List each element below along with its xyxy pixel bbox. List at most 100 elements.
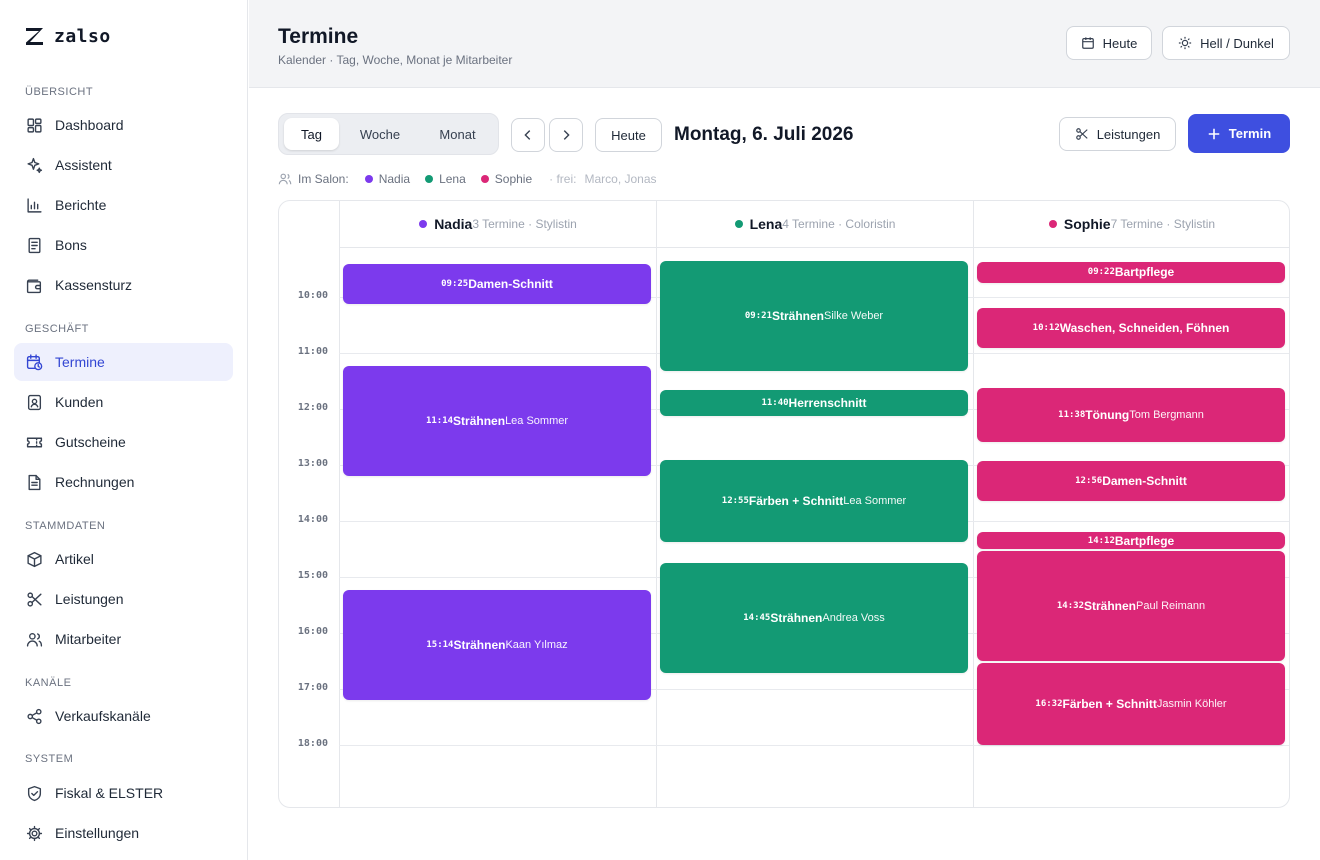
dashboard-icon <box>27 117 42 133</box>
hour-label: 13:00 <box>297 458 328 469</box>
calendar-grid: 09:0010:0011:0012:0013:0014:0015:0016:00… <box>279 249 1289 807</box>
appointment-client: Tom Bergmann <box>1129 409 1204 422</box>
sidebar: zalso ÜBERSICHT Dashboard Assistent Beri… <box>0 0 248 860</box>
legend-staff-lena: Lena <box>425 172 466 186</box>
services-button[interactable]: Leistungen <box>1059 117 1176 151</box>
header-today-button[interactable]: Heute <box>1066 26 1152 60</box>
gear-icon <box>26 825 43 841</box>
sidebar-item-kunden[interactable]: Kunden <box>14 383 233 421</box>
sidebar-item-leistungen[interactable]: Leistungen <box>14 580 233 618</box>
appointment-block[interactable]: 14:45 Strähnen Andrea Voss <box>660 563 968 673</box>
legend-staff-name: Sophie <box>494 172 533 186</box>
sidebar-item-fiskal-elster[interactable]: Fiskal & ELSTER <box>14 774 233 812</box>
appointment-client: Silke Weber <box>824 309 884 322</box>
view-tab-day[interactable]: Tag <box>284 118 339 150</box>
appointment-block[interactable]: 11:14 Strähnen Lea Sommer <box>343 366 651 477</box>
legend-staff-nadia: Nadia <box>364 172 411 186</box>
shield-check-icon <box>27 785 42 801</box>
next-day-button[interactable] <box>549 118 583 152</box>
appointment-service: Waschen, Schneiden, Föhnen <box>1059 321 1230 336</box>
sidebar-item-label: Fiskal & ELSTER <box>55 785 164 801</box>
staff-meta: 4 Termine · Coloristin <box>782 217 896 231</box>
appointment-block[interactable]: 09:25 Damen-Schnitt <box>343 264 651 305</box>
view-tab-week[interactable]: Woche <box>359 126 401 142</box>
sidebar-section-label: SYSTEM <box>25 753 74 765</box>
appointment-block[interactable]: 12:55 Färben + Schnitt Lea Sommer <box>660 460 968 543</box>
new-appointment-label: Termin <box>1228 126 1272 141</box>
sidebar-section-label: STAMMDATEN <box>25 520 106 532</box>
sidebar-item-label: Einstellungen <box>55 825 140 841</box>
appointment-service: Strähnen <box>453 638 506 653</box>
sidebar-item-assistent[interactable]: Assistent <box>14 146 233 184</box>
appointment-client: Kaan Yılmaz <box>505 639 568 652</box>
staff-column-header: Nadia 3 Termine · Stylistin <box>340 201 656 248</box>
brand-logo[interactable]: zalso <box>24 25 111 47</box>
brand-name: zalso <box>54 25 111 47</box>
prev-day-button[interactable] <box>511 118 545 152</box>
appointment-block[interactable]: 14:12 Bartpflege <box>977 532 1285 549</box>
day-calendar: Nadia 3 Termine · Stylistin Lena 4 Termi… <box>278 200 1290 808</box>
appointment-block[interactable]: 14:32 Strähnen Paul Reimann <box>977 550 1285 661</box>
appointment-time: 15:14 <box>426 640 454 651</box>
new-appointment-button[interactable]: Termin <box>1188 114 1290 153</box>
sidebar-item-bons[interactable]: Bons <box>14 226 233 264</box>
sidebar-item-termine[interactable]: Termine <box>14 343 233 381</box>
theme-toggle-button[interactable]: Hell / Dunkel <box>1162 26 1290 60</box>
appointment-block[interactable]: 12:56 Damen-Schnitt <box>977 461 1285 502</box>
appointment-block[interactable]: 16:32 Färben + Schnitt Jasmin Köhler <box>977 662 1285 745</box>
sidebar-item-gutscheine[interactable]: Gutscheine <box>14 423 233 461</box>
staff-meta: 7 Termine · Stylistin <box>1110 217 1216 231</box>
today-button[interactable]: Heute <box>595 118 662 152</box>
appointment-time: 11:14 <box>425 416 454 427</box>
plus-icon <box>1208 128 1220 139</box>
file-text-icon <box>28 474 41 490</box>
sidebar-section-label: GESCHÄFT <box>25 323 89 335</box>
sparkle-icon <box>27 157 43 173</box>
sidebar-section-label: KANÄLE <box>25 677 72 689</box>
appointment-time: 11:38 <box>1058 410 1086 421</box>
appointment-block[interactable]: 15:14 Strähnen Kaan Yılmaz <box>343 590 651 701</box>
hour-label: 10:00 <box>297 290 328 301</box>
sidebar-item-mitarbeiter[interactable]: Mitarbeiter <box>14 620 233 658</box>
sidebar-item-label: Leistungen <box>55 591 124 607</box>
users-icon <box>26 632 43 647</box>
sidebar-item-label: Verkaufskanäle <box>55 708 151 724</box>
sidebar-item-label: Termine <box>55 354 105 370</box>
sidebar-item-artikel[interactable]: Artikel <box>14 540 233 578</box>
sidebar-item-rechnungen[interactable]: Rechnungen <box>14 463 233 501</box>
appointment-time: 16:32 <box>1035 698 1063 709</box>
hour-label: 12:00 <box>297 402 328 413</box>
hour-label: 17:00 <box>297 682 328 693</box>
appointment-block[interactable]: 11:38 Tönung Tom Bergmann <box>977 388 1285 443</box>
appointment-service: Strähnen <box>770 611 823 625</box>
sidebar-item-label: Mitarbeiter <box>55 631 122 647</box>
appointment-service: Bartpflege <box>1114 265 1175 280</box>
sidebar-item-berichte[interactable]: Berichte <box>14 186 233 224</box>
page-title: Termine <box>278 25 359 48</box>
appointment-time: 14:32 <box>1056 600 1084 611</box>
ticket-icon <box>26 437 43 447</box>
appointment-service: Färben + Schnitt <box>1062 696 1157 711</box>
sidebar-item-kassensturz[interactable]: Kassensturz <box>14 266 233 304</box>
appointment-block[interactable]: 10:12 Waschen, Schneiden, Föhnen <box>977 308 1285 349</box>
legend-staff-name: Nadia <box>378 172 411 186</box>
staff-color-dot <box>364 175 373 183</box>
sidebar-item-label: Dashboard <box>55 117 124 133</box>
sidebar-item-dashboard[interactable]: Dashboard <box>14 106 233 144</box>
hour-gridline <box>339 689 1289 690</box>
view-tab-month[interactable]: Monat <box>439 126 476 142</box>
appointment-client: Jasmin Köhler <box>1156 697 1227 710</box>
appointment-block[interactable]: 11:40 Herrenschnitt <box>660 390 968 417</box>
appointment-service: Strähnen <box>771 308 824 323</box>
sidebar-item-verkaufskanäle[interactable]: Verkaufskanäle <box>14 697 233 735</box>
sidebar-item-label: Bons <box>55 237 87 253</box>
hour-gridline <box>339 745 1289 746</box>
legend-staff-name: Lena <box>439 172 466 186</box>
staff-color-dot <box>425 175 434 183</box>
appointment-service: Bartpflege <box>1114 533 1175 548</box>
appointment-block[interactable]: 09:21 Strähnen Silke Weber <box>660 260 968 371</box>
sidebar-item-einstellungen[interactable]: Einstellungen <box>14 814 233 852</box>
appointment-client: Lea Sommer <box>505 415 569 428</box>
appointment-block[interactable]: 09:22 Bartpflege <box>977 261 1285 283</box>
appointment-time: 09:25 <box>441 279 469 290</box>
